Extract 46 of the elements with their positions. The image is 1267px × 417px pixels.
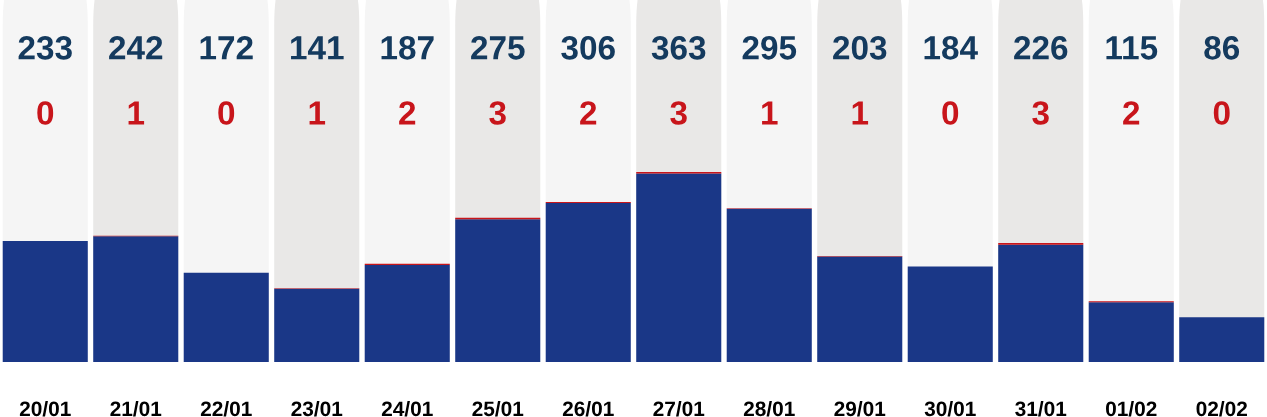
data-label: 187 bbox=[381, 36, 434, 60]
x-tick-label: 27/01 bbox=[653, 400, 705, 417]
x-tick-label: 02/02 bbox=[1196, 400, 1247, 417]
data-label: 1 bbox=[309, 101, 326, 125]
bar bbox=[1088, 302, 1174, 362]
data-label: 3 bbox=[670, 101, 687, 125]
x-tick-label: 01/02 bbox=[1106, 400, 1157, 417]
data-label: 2 bbox=[1123, 101, 1140, 125]
data-label: 233 bbox=[18, 36, 72, 60]
data-label: 3 bbox=[1032, 101, 1049, 125]
data-label: 2 bbox=[580, 101, 597, 125]
data-label: 0 bbox=[942, 101, 959, 125]
data-label: 115 bbox=[1106, 36, 1158, 60]
data-label: 86 bbox=[1204, 36, 1240, 60]
data-label: 141 bbox=[291, 36, 344, 60]
bar bbox=[183, 272, 269, 362]
data-label: 226 bbox=[1014, 36, 1068, 60]
data-label: 203 bbox=[833, 36, 887, 60]
data-label: 295 bbox=[742, 36, 797, 60]
x-tick-label: 31/01 bbox=[1015, 400, 1067, 417]
x-tick-label: 25/01 bbox=[472, 400, 524, 417]
bar bbox=[274, 288, 360, 362]
x-tick-label: 26/01 bbox=[562, 400, 614, 417]
data-label: 0 bbox=[1213, 101, 1230, 125]
data-label: 172 bbox=[200, 36, 253, 60]
data-label: 0 bbox=[37, 101, 54, 125]
data-label: 3 bbox=[489, 101, 506, 125]
data-label: 1 bbox=[852, 101, 869, 125]
data-label: 363 bbox=[651, 36, 706, 60]
x-tick-label: 20/01 bbox=[19, 400, 71, 417]
x-tick-label: 22/01 bbox=[200, 400, 252, 417]
data-label: 275 bbox=[471, 36, 525, 60]
bar bbox=[1179, 317, 1265, 362]
x-tick-label: 21/01 bbox=[110, 400, 162, 417]
data-label: 242 bbox=[109, 36, 163, 60]
data-label: 0 bbox=[218, 101, 235, 125]
x-tick-label: 29/01 bbox=[834, 400, 886, 417]
data-label: 2 bbox=[399, 101, 416, 125]
data-label: 306 bbox=[561, 36, 615, 60]
x-tick-label: 24/01 bbox=[381, 400, 433, 417]
x-tick-label: 30/01 bbox=[924, 400, 976, 417]
x-tick-label: 28/01 bbox=[743, 400, 795, 417]
data-label: 184 bbox=[924, 36, 978, 60]
data-label: 1 bbox=[128, 101, 145, 125]
data-label: 1 bbox=[762, 101, 778, 125]
x-tick-label: 23/01 bbox=[291, 400, 343, 417]
